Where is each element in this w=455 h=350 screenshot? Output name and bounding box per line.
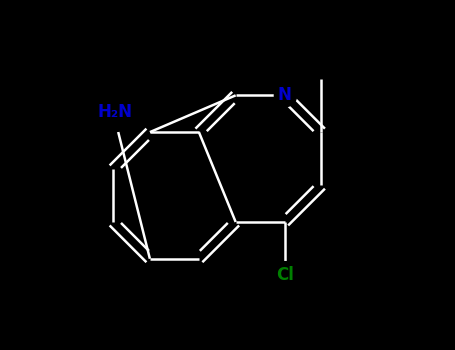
Text: Cl: Cl <box>276 266 293 284</box>
Text: N: N <box>278 86 292 104</box>
Text: H₂N: H₂N <box>98 103 133 121</box>
